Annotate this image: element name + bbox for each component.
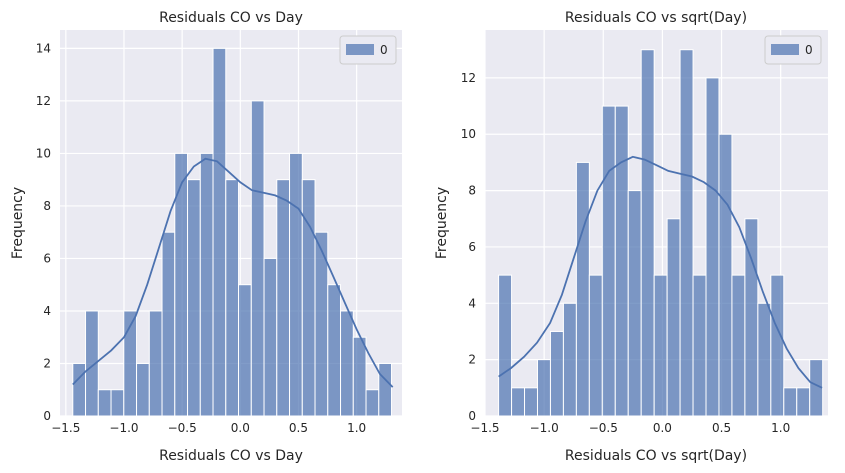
x-tick-label: −1.0: [530, 421, 559, 435]
histogram-bar: [770, 274, 785, 417]
legend-swatch-right: [771, 44, 799, 55]
x-tick-label: −1.0: [109, 421, 138, 435]
y-tick-label: 4: [43, 304, 51, 318]
histogram-bar: [524, 387, 538, 417]
histogram-bar: [601, 105, 616, 417]
histogram-bar: [588, 274, 603, 417]
y-tick-label: 12: [461, 71, 476, 85]
y-tick-label: 0: [43, 409, 51, 423]
histogram-bar: [289, 152, 303, 417]
y-tick-labels-right: 0 2 4 6 8 10 12: [461, 71, 476, 423]
chart-title-left: Residuals CO vs Day: [159, 10, 303, 26]
histogram-bar: [72, 362, 87, 417]
legend-left: 0: [339, 35, 397, 65]
histogram-bar: [549, 330, 564, 417]
x-axis-label-right: Residuals CO vs sqrt(Day): [565, 448, 747, 464]
histogram-bar: [640, 49, 655, 417]
x-tick-label: 0.0: [231, 421, 250, 435]
bars-left: [72, 47, 393, 417]
kde-curve-left: [72, 157, 394, 388]
x-tick-label: −1.5: [51, 421, 80, 435]
histogram-bar: [97, 389, 112, 417]
x-tick-label: 1.0: [771, 421, 790, 435]
y-tick-label: 10: [36, 146, 51, 160]
histogram-bar: [148, 310, 163, 417]
histogram-bar: [161, 231, 176, 417]
histogram-bar: [731, 274, 746, 417]
x-tick-labels-left: −1.5 −1.0 −0.5 0.0 0.5 1.0: [51, 421, 366, 435]
histogram-bar: [511, 387, 526, 417]
y-tick-label: 0: [468, 409, 476, 423]
x-tick-label: −0.5: [168, 421, 197, 435]
histogram-bar: [110, 389, 125, 417]
x-axis-label-left: Residuals CO vs Day: [159, 448, 303, 464]
histogram-bar: [174, 152, 189, 417]
y-tick-label: 12: [36, 94, 51, 108]
x-tick-label: 1.0: [347, 421, 366, 435]
kde-curve-right: [498, 155, 823, 389]
histogram-bar: [653, 274, 668, 417]
histogram-left: −1.5 −1.0 −0.5 0.0 0.5 1.0 0 2 4 6 8 10 12 14 Residu…: [10, 10, 402, 464]
x-tick-labels-right: −1.5 −1.0 −0.5 0.0 0.5 1.0: [470, 421, 790, 435]
histogram-bar: [352, 336, 367, 417]
y-tick-label: 6: [468, 240, 476, 254]
histogram-bar: [136, 362, 150, 417]
histogram-bar: [276, 179, 291, 417]
histogram-bar: [536, 359, 551, 417]
histogram-bar: [378, 362, 393, 417]
y-tick-label: 2: [468, 353, 476, 367]
y-tick-label: 14: [36, 41, 51, 55]
x-tick-label: 0.5: [289, 421, 308, 435]
y-axis-label-right: Frequency: [434, 187, 450, 259]
histogram-bar: [327, 284, 342, 417]
x-tick-label: 0.0: [653, 421, 672, 435]
x-tick-label: 0.5: [712, 421, 731, 435]
histogram-bar: [679, 49, 694, 417]
histogram-bar: [85, 310, 99, 417]
x-tick-label: −0.5: [589, 421, 618, 435]
y-tick-label: 2: [43, 356, 51, 370]
legend-label-right: 0: [805, 43, 813, 57]
histogram-bar: [705, 77, 720, 417]
legend-label-left: 0: [380, 43, 388, 57]
histogram-bar: [757, 302, 772, 417]
histogram-bar: [238, 284, 252, 417]
histogram-bar: [809, 359, 824, 417]
histogram-bar: [225, 179, 240, 417]
histogram-bar: [562, 302, 577, 417]
histogram-bar: [783, 387, 798, 417]
histogram-bar: [692, 274, 707, 417]
y-tick-label: 4: [468, 296, 476, 310]
histogram-bar: [666, 218, 681, 417]
histogram-bar: [365, 389, 380, 417]
y-tick-label: 6: [43, 251, 51, 265]
histogram-bar: [187, 179, 201, 417]
x-tick-label: −1.5: [470, 421, 499, 435]
histogram-bar: [614, 105, 629, 417]
histogram-bar: [498, 274, 513, 417]
histogram-bar: [796, 387, 811, 417]
histogram-bar: [199, 152, 214, 417]
histogram-bar: [212, 47, 227, 417]
histogram-right: −1.5 −1.0 −0.5 0.0 0.5 1.0 0 2 4 6 8 10 12 Residual…: [434, 10, 828, 464]
legend-right: 0: [764, 35, 822, 65]
legend-swatch-left: [346, 44, 374, 55]
chart-title-right: Residuals CO vs sqrt(Day): [565, 10, 747, 26]
y-axis-label-left: Frequency: [10, 187, 26, 259]
y-tick-label: 8: [43, 199, 51, 213]
bars-right: [498, 49, 824, 417]
y-tick-label: 10: [461, 127, 476, 141]
histogram-bar: [250, 100, 265, 417]
y-tick-labels-left: 0 2 4 6 8 10 12 14: [36, 41, 51, 423]
histogram-bar: [340, 310, 354, 417]
histogram-bar: [301, 179, 316, 417]
histogram-bar: [627, 190, 642, 417]
histogram-bar: [575, 161, 590, 417]
histogram-bar: [718, 133, 733, 417]
y-tick-label: 8: [468, 184, 476, 198]
histogram-bar: [263, 257, 278, 417]
